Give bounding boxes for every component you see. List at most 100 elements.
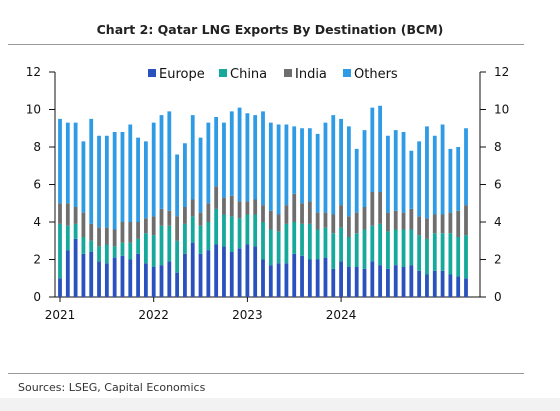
y-tick-label-right: 8	[494, 140, 502, 154]
bar-china-41	[378, 223, 383, 266]
bar-china-29	[284, 223, 289, 264]
bar-others-33	[315, 133, 320, 213]
bar-europe-24	[245, 244, 250, 297]
bar-india-45	[409, 208, 414, 230]
bar-india-29	[284, 205, 289, 224]
bar-china-31	[300, 223, 304, 256]
bar-europe-27	[268, 265, 273, 298]
x-tick-label: 2022	[138, 308, 169, 322]
bar-europe-31	[300, 255, 304, 297]
bar-china-23	[237, 218, 242, 249]
bar-india-8	[120, 222, 125, 243]
bar-others-52	[464, 128, 468, 206]
bar-others-38	[354, 148, 359, 213]
bar-china-38	[354, 233, 359, 267]
y-tick-label-left: 6	[33, 178, 41, 192]
bar-europe-38	[354, 267, 359, 297]
bar-india-39	[362, 207, 367, 230]
bar-india-34	[323, 212, 328, 228]
bar-europe-39	[362, 268, 367, 298]
bar-europe-22	[229, 252, 234, 297]
y-tick-label-left: 4	[33, 215, 41, 229]
bar-china-9	[128, 242, 133, 260]
bar-india-44	[401, 212, 406, 230]
bar-china-3	[81, 237, 86, 254]
bar-china-30	[292, 222, 297, 254]
bar-india-3	[81, 212, 86, 238]
bar-china-35	[331, 233, 336, 269]
source-note: Sources: LSEG, Capital Economics	[18, 381, 206, 394]
bar-europe-7	[112, 257, 117, 298]
bar-others-36	[339, 118, 343, 206]
bar-europe-11	[143, 263, 148, 297]
bar-europe-9	[128, 259, 133, 297]
bar-india-46	[417, 216, 422, 236]
bar-others-24	[245, 113, 250, 202]
bar-europe-18	[198, 253, 203, 298]
bar-europe-34	[323, 257, 328, 298]
bar-china-5	[97, 246, 101, 262]
bar-china-2	[73, 223, 78, 239]
bar-china-11	[143, 233, 148, 264]
bar-india-22	[229, 195, 234, 217]
bar-europe-17	[190, 242, 195, 298]
bar-others-1	[65, 122, 70, 204]
bar-india-28	[276, 214, 281, 232]
bar-india-36	[339, 205, 343, 228]
bar-others-47	[425, 126, 429, 219]
bar-china-42	[386, 231, 390, 269]
bar-europe-3	[81, 253, 86, 298]
bar-china-49	[440, 233, 445, 271]
bar-china-20	[214, 208, 219, 245]
bar-india-37	[346, 216, 351, 238]
bar-india-24	[245, 201, 250, 215]
bar-others-12	[151, 122, 156, 217]
bar-china-36	[339, 227, 343, 262]
bar-others-23	[237, 107, 242, 202]
bar-others-7	[112, 132, 117, 230]
bar-india-32	[307, 201, 312, 224]
y-tick-label-right: 0	[494, 290, 502, 304]
bar-others-34	[323, 122, 328, 213]
bar-china-1	[65, 225, 70, 251]
bar-europe-37	[346, 267, 351, 297]
bar-europe-23	[237, 248, 242, 297]
bar-others-8	[120, 132, 125, 222]
bar-india-23	[237, 201, 242, 219]
bar-india-0	[58, 203, 62, 224]
bar-china-22	[229, 216, 234, 253]
bar-china-40	[370, 225, 375, 262]
bar-others-44	[401, 132, 406, 213]
bar-others-10	[136, 137, 140, 223]
legend-label-china: China	[230, 67, 267, 82]
bar-india-52	[464, 205, 468, 236]
bar-others-6	[104, 135, 109, 228]
bar-europe-35	[331, 268, 336, 298]
bar-china-32	[307, 223, 312, 260]
bar-europe-44	[401, 267, 406, 297]
bar-china-8	[120, 242, 125, 256]
bar-india-43	[393, 210, 398, 230]
bar-china-34	[323, 227, 328, 258]
bar-india-19	[206, 203, 211, 222]
bar-others-31	[300, 128, 304, 204]
y-tick-label-left: 0	[33, 290, 41, 304]
bar-europe-41	[378, 265, 383, 298]
bar-india-30	[292, 193, 297, 223]
bar-india-50	[448, 212, 453, 234]
bar-others-40	[370, 107, 375, 193]
bar-india-7	[112, 229, 117, 247]
bar-europe-50	[448, 274, 453, 297]
bar-china-25	[253, 214, 258, 247]
bar-india-18	[198, 212, 203, 226]
y-tick-label-left: 2	[33, 253, 41, 267]
bar-others-25	[253, 115, 258, 200]
bar-europe-51	[456, 276, 461, 298]
bar-europe-19	[206, 250, 211, 298]
bar-india-16	[183, 207, 187, 224]
bar-others-16	[183, 143, 187, 207]
bar-china-50	[448, 233, 453, 275]
bar-india-10	[136, 222, 140, 239]
bar-europe-48	[432, 270, 437, 297]
